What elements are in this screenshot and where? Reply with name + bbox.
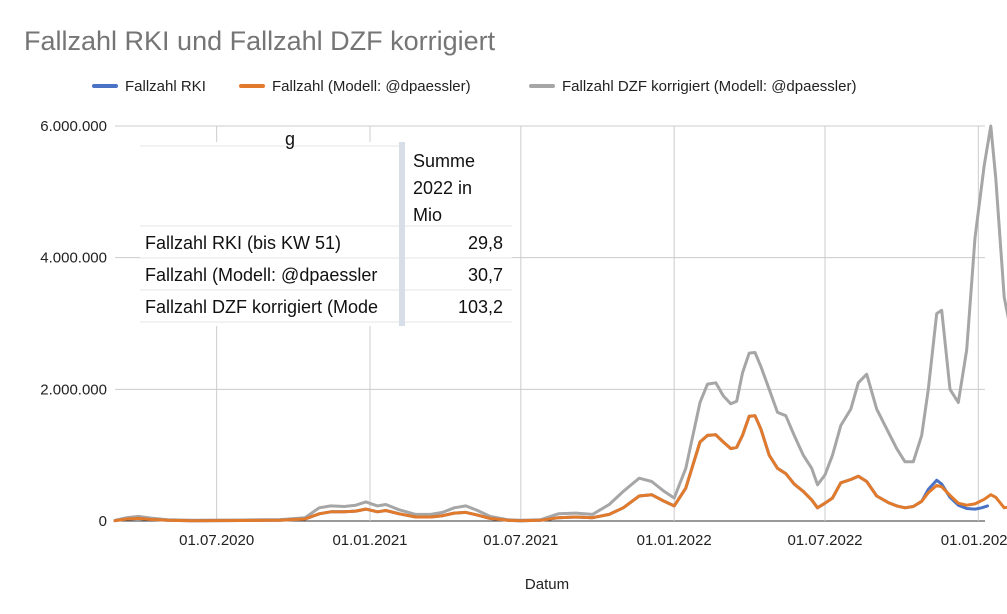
x-axis-ticks: 01.07.2020 01.01.2021 01.07.2021 01.01.2022… [179,532,1007,549]
x-tick-label: 01.01.2022 [637,532,712,549]
legend-label: Fallzahl RKI [125,78,206,95]
series-line-2 [113,124,1007,522]
x-tick-label: 01.07.2020 [179,532,254,549]
x-tick-label: 01.01.2023 [941,532,1007,549]
table-row-label: Fallzahl (Modell: @dpaessler [145,265,377,285]
legend-item-fallzahl-modell[interactable]: Fallzahl (Modell: @dpaessler) [239,78,471,95]
chart-title: Fallzahl RKI und Fallzahl DZF korrigiert [24,26,496,56]
table-row-value: 29,8 [468,233,503,253]
y-tick-label: 2.000.000 [40,381,107,398]
series-line-0 [113,414,989,523]
table-row: Fallzahl (Modell: @dpaessler 30,7 [145,265,503,285]
series-line-1 [113,414,1007,523]
table-row: Fallzahl RKI (bis KW 51) 29,8 [145,233,503,253]
x-tick-label: 01.07.2022 [787,532,862,549]
table-header: Summe 2022 in Mio [413,151,475,225]
x-tick-label: 01.07.2021 [483,532,558,549]
table-row-label: Fallzahl RKI (bis KW 51) [145,233,341,253]
table-rows: Fallzahl RKI (bis KW 51) 29,8 Fallzahl (Mo… [145,233,503,317]
y-tick-label: 0 [99,513,107,530]
series-lines [113,124,1007,523]
table-partial-header: g [285,129,295,149]
x-axis-title: Datum [525,576,569,593]
y-axis-ticks: 0 2.000.000 4.000.000 6.000.000 [40,118,107,530]
legend-label: Fallzahl (Modell: @dpaessler) [272,78,471,95]
table-row: Fallzahl DZF korrigiert (Mode 103,2 [145,297,503,317]
legend-item-fallzahl-dzf[interactable]: Fallzahl DZF korrigiert (Modell: @dpaess… [529,78,856,95]
y-tick-label: 4.000.000 [40,250,107,267]
table-row-value: 30,7 [468,265,503,285]
summary-table: g Summe 2022 in Mio Fallzahl RKI (bis KW 5… [140,129,512,326]
legend: Fallzahl RKI Fallzahl (Modell: @dpaessle… [92,78,856,95]
legend-label: Fallzahl DZF korrigiert (Modell: @dpaess… [562,78,856,95]
y-tick-label: 6.000.000 [40,118,107,135]
table-row-value: 103,2 [458,297,503,317]
x-tick-label: 01.01.2021 [332,532,407,549]
legend-item-fallzahl-rki[interactable]: Fallzahl RKI [92,78,206,95]
table-row-label: Fallzahl DZF korrigiert (Mode [145,297,378,317]
